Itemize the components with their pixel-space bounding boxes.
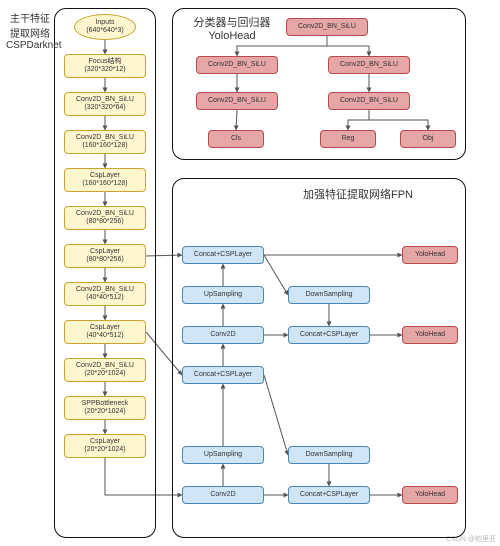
node-n_l2: CspLayer(80*80*256) [64, 244, 146, 268]
node-n_l3: CspLayer(40*40*512) [64, 320, 146, 344]
node-h_cls: Cls [208, 130, 264, 148]
node-h_reg: Reg [320, 130, 376, 148]
node-y1: YoloHead [402, 246, 458, 264]
node-f_up1: UpSampling [182, 286, 264, 304]
node-h_l2: Conv2D_BN_SiLU [196, 92, 278, 110]
node-h_obj: Obj [400, 130, 456, 148]
region-backbone [54, 8, 156, 538]
node-n_in: Inputs(640*640*3) [74, 14, 136, 40]
node-h_top: Conv2D_BN_SiLU [286, 18, 368, 36]
node-n_c2: Conv2D_BN_SiLU(160*160*128) [64, 130, 146, 154]
node-f_cc1: Concat+CSPLayer [182, 246, 264, 264]
node-n_spp: SPPBottleneck(20*20*1024) [64, 396, 146, 420]
node-y2: YoloHead [402, 326, 458, 344]
node-n_c1: Conv2D_BN_SiLU(320*320*64) [64, 92, 146, 116]
node-n_f: Focus结构(320*320*12) [64, 54, 146, 78]
node-n_c3: Conv2D_BN_SiLU(80*80*256) [64, 206, 146, 230]
diagram-canvas: CSDN @帕里亚 主干特征提取网络CSPDarknet分类器与回归器YoloH… [0, 0, 500, 546]
node-n_c5: Conv2D_BN_SiLU(20*20*1024) [64, 358, 146, 382]
region-label: 分类器与回归器YoloHead [182, 14, 282, 42]
node-n_c4: Conv2D_BN_SiLU(40*40*512) [64, 282, 146, 306]
node-n_l4: CspLayer(20*20*1024) [64, 434, 146, 458]
node-n_l1: CspLayer(160*160*128) [64, 168, 146, 192]
region-label: 加强特征提取网络FPN [268, 186, 448, 202]
node-f_cc4: Concat+CSPLayer [288, 486, 370, 504]
node-h_l1: Conv2D_BN_SiLU [196, 56, 278, 74]
node-y3: YoloHead [402, 486, 458, 504]
node-f_dn1: DownSampling [288, 286, 370, 304]
node-f_cc2: Concat+CSPLayer [182, 366, 264, 384]
region-fpn [172, 178, 466, 538]
node-f_cv2: Conv2D [182, 486, 264, 504]
node-f_dn2: DownSampling [288, 446, 370, 464]
node-f_cv1: Conv2D [182, 326, 264, 344]
node-f_up2: UpSampling [182, 446, 264, 464]
node-h_r1: Conv2D_BN_SiLU [328, 56, 410, 74]
node-h_r2: Conv2D_BN_SiLU [328, 92, 410, 110]
node-f_cc3: Concat+CSPLayer [288, 326, 370, 344]
region-label: 主干特征提取网络CSPDarknet [6, 10, 54, 51]
